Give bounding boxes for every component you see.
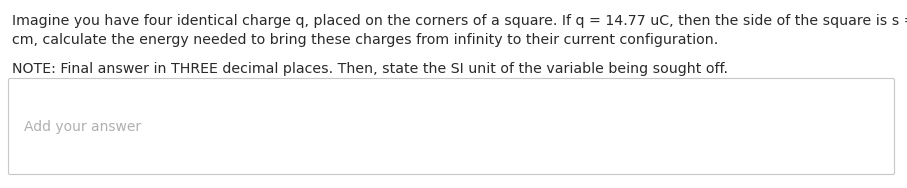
Text: Imagine you have four identical charge q, placed on the corners of a square. If : Imagine you have four identical charge q…	[12, 14, 907, 28]
FancyBboxPatch shape	[8, 79, 894, 174]
Text: cm, calculate the energy needed to bring these charges from infinity to their cu: cm, calculate the energy needed to bring…	[12, 33, 718, 47]
Text: NOTE: Final answer in THREE decimal places. Then, state the SI unit of the varia: NOTE: Final answer in THREE decimal plac…	[12, 62, 728, 76]
Text: Add your answer: Add your answer	[24, 120, 141, 133]
